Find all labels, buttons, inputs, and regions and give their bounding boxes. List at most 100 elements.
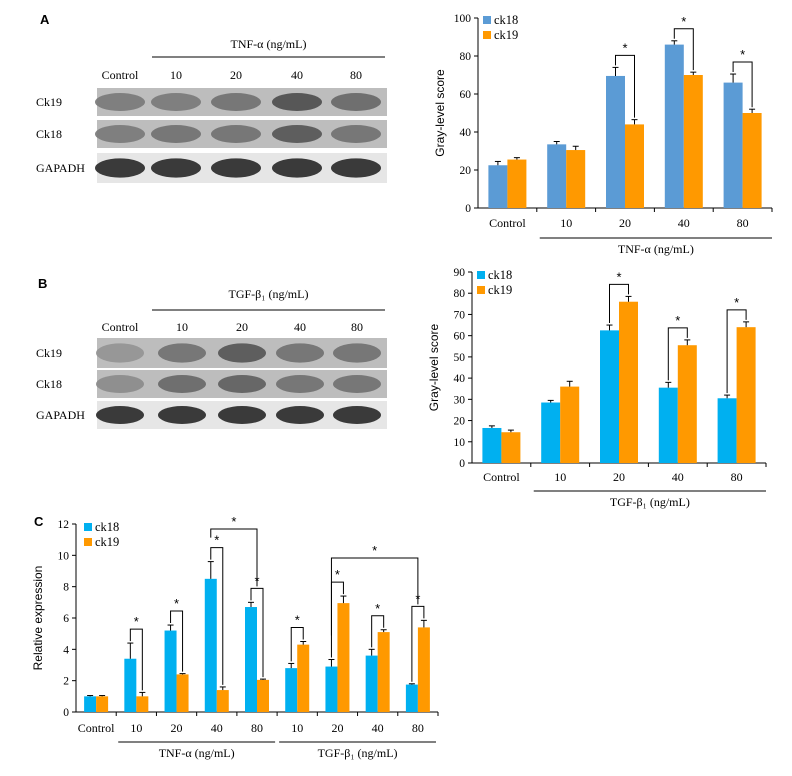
x-tick-label: 40 [372,721,384,735]
blot-row-label: Ck19 [36,95,62,109]
blot-band [95,158,145,178]
bar-ck19 [176,674,189,712]
bar-ck18 [365,655,378,712]
significance-bracket [615,54,635,118]
significance-bracket [673,28,694,71]
y-tick-label: 40 [454,373,466,385]
x-tick-label: 20 [171,721,183,735]
x-tick-label: 10 [130,721,142,735]
x-tick-label: 40 [211,721,223,735]
blot-band [272,125,322,143]
blot-band [272,158,322,178]
bar-ck19 [337,603,350,712]
significance-bracket [609,283,629,324]
blot-lane-label: 20 [236,320,248,334]
blot-band [333,406,381,424]
bar-ck18 [325,666,338,712]
legend-label-ck18: ck18 [494,13,518,27]
bar-ck18 [541,402,561,463]
x-tick-label: 10 [554,470,566,484]
bar-ck19 [560,386,580,463]
bar-ck19 [742,113,762,208]
bar-ck18 [488,165,508,208]
significance-star: * [214,533,219,548]
blot-band [331,158,381,178]
blot-band [272,93,322,111]
y-tick-label: 2 [63,676,69,688]
blot-band [151,158,201,178]
blot-lane-label: 80 [351,320,363,334]
y-tick-label: 30 [454,394,466,406]
group-label: TGF-β₁ (ng/mL) [610,495,690,509]
bar-ck19 [619,301,638,463]
significance-bracket [129,628,143,691]
significance-bracket [732,61,753,108]
blot-band [218,375,266,393]
significance-star: * [231,514,236,529]
y-tick-label: 80 [460,51,472,63]
bar-ck19 [677,345,697,463]
bar-ck19 [501,432,521,463]
x-tick-label: Control [483,470,520,484]
y-tick-label: 4 [63,644,69,656]
blot-band [211,125,261,143]
legend-swatch-ck19 [84,538,92,546]
panel-letter-b: B [38,276,48,291]
significance-bracket [250,587,264,678]
y-tick-label: 90 [454,267,466,279]
legend-swatch-ck18 [84,523,92,531]
bar-ck18 [245,607,257,712]
x-tick-label: 20 [619,216,631,230]
y-tick-label: 6 [63,613,69,625]
significance-star: * [295,613,300,628]
bar-ck18 [482,427,502,463]
y-tick-label: 50 [454,352,466,364]
legend-swatch-ck18 [483,16,491,24]
legend-label-ck18: ck18 [488,268,512,282]
significance-star: * [734,295,739,310]
significance-star: * [335,567,340,582]
blot-lane-label: 10 [176,320,188,334]
blot-band [96,343,144,363]
panel-letter-a: A [40,12,50,27]
blot-row-label: Ck19 [36,346,62,360]
panel-letter-c: C [34,514,44,529]
x-tick-label: 80 [731,470,743,484]
blot-band [158,375,206,393]
y-tick-label: 100 [454,13,472,25]
significance-bracket [210,547,224,685]
bar-ck19 [136,696,149,712]
blot-band [218,343,266,363]
bar-ck19 [736,327,756,463]
bar-ck18 [600,330,619,463]
bar-ck19 [96,696,109,712]
y-tick-label: 70 [454,309,466,321]
significance-bracket [411,605,425,682]
blot-band [331,93,381,111]
blot-treatment-label: TGF-β₁ (ng/mL) [229,287,309,301]
bar-ck19 [625,124,644,208]
blot-band [333,343,381,363]
x-tick-label: 80 [412,721,424,735]
y-tick-label: 80 [454,288,466,300]
blot-row-label: GAPADH [36,408,85,422]
significance-star: * [622,40,627,55]
blot-lane-label: 20 [230,68,242,82]
blot-band [96,375,144,393]
legend-swatch-ck19 [483,31,491,39]
x-tick-label: 40 [678,216,690,230]
blot-band [276,406,324,424]
x-tick-label: Control [78,721,115,735]
y-axis-label: Gray-level score [433,69,447,157]
blot-band [151,125,201,143]
significance-bracket [170,610,184,672]
blot-band [158,406,206,424]
significance-bracket [371,615,385,648]
bar-ck18 [723,82,743,208]
blot-band [158,343,206,363]
blot-band [276,343,324,363]
x-tick-label: 10 [560,216,572,230]
y-tick-label: 0 [459,458,465,470]
